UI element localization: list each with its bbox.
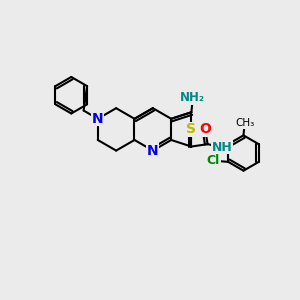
Text: NH: NH	[212, 141, 233, 154]
Text: S: S	[186, 122, 197, 136]
Text: NH₂: NH₂	[180, 91, 206, 104]
Text: O: O	[199, 122, 211, 136]
Text: CH₃: CH₃	[235, 118, 254, 128]
Text: Cl: Cl	[207, 154, 220, 167]
Text: N: N	[92, 112, 103, 126]
Text: N: N	[147, 144, 159, 158]
